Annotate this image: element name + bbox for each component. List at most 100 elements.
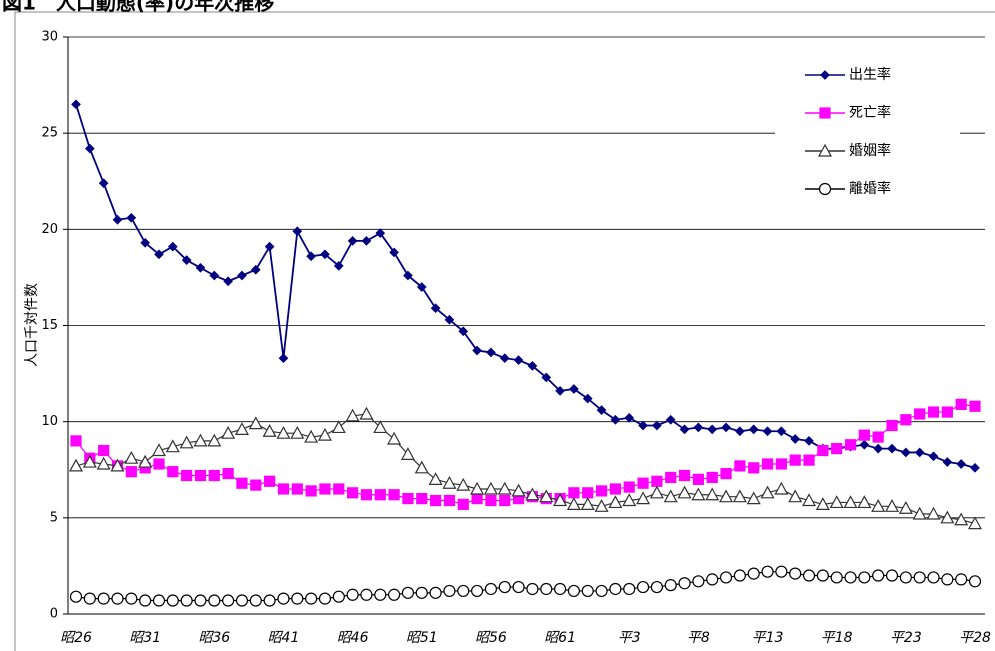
marker [748, 424, 759, 435]
marker [969, 400, 981, 412]
marker [622, 493, 637, 507]
marker [914, 447, 925, 458]
marker [180, 594, 193, 607]
marker [941, 573, 954, 586]
marker [664, 579, 677, 592]
marker [304, 429, 319, 443]
marker [553, 493, 568, 507]
marker [788, 489, 803, 503]
marker [886, 419, 898, 432]
marker [374, 588, 387, 601]
marker [775, 458, 787, 470]
marker [306, 251, 316, 262]
marker [789, 567, 802, 580]
marker [720, 467, 732, 480]
marker [748, 462, 760, 474]
marker [483, 481, 498, 495]
marker [527, 361, 538, 371]
marker [594, 499, 609, 512]
marker [913, 571, 926, 584]
marker [235, 594, 249, 607]
marker [264, 475, 276, 487]
marker [443, 494, 456, 507]
marker [691, 487, 706, 501]
x-tick-label: 昭46 [337, 630, 369, 646]
marker [70, 435, 82, 447]
marker [804, 436, 814, 446]
marker [899, 571, 912, 584]
marker [167, 241, 178, 252]
marker [651, 475, 663, 487]
marker [347, 487, 359, 499]
marker [221, 425, 236, 439]
marker [776, 426, 787, 437]
marker [857, 495, 872, 509]
marker [649, 485, 664, 499]
marker [153, 458, 165, 470]
marker [347, 236, 358, 246]
marker [403, 270, 413, 281]
marker [305, 592, 318, 605]
marker [249, 594, 262, 607]
marker [320, 249, 330, 260]
marker [761, 565, 774, 578]
marker [541, 372, 552, 383]
marker [760, 485, 775, 499]
legend-label: 離婚率 [849, 180, 891, 197]
marker [124, 450, 139, 464]
marker [858, 571, 871, 584]
marker [707, 424, 718, 435]
marker [705, 487, 720, 501]
marker [887, 443, 897, 454]
marker [817, 143, 833, 157]
marker [539, 489, 554, 503]
marker [636, 491, 651, 505]
marker [582, 487, 594, 499]
marker [678, 577, 691, 590]
marker [844, 571, 857, 584]
marker [277, 483, 290, 495]
legend-label: 死亡率 [849, 104, 891, 121]
marker [470, 584, 484, 598]
marker [112, 214, 123, 225]
marker [179, 435, 194, 449]
marker [706, 471, 718, 484]
x-tick-label: 平18 [821, 630, 853, 646]
marker [566, 497, 581, 510]
marker [970, 462, 980, 473]
marker [968, 575, 982, 588]
chart-frame [14, 11, 995, 651]
y-tick-label: 20 [41, 222, 58, 237]
marker [497, 481, 512, 495]
marker [388, 489, 400, 501]
marker [885, 499, 900, 512]
marker [443, 584, 456, 598]
marker [345, 408, 360, 422]
marker [693, 422, 704, 433]
marker [761, 458, 774, 470]
marker [96, 456, 111, 470]
marker [872, 569, 885, 582]
marker [234, 422, 249, 435]
marker [747, 567, 760, 580]
marker [609, 582, 622, 596]
x-tick-label: 平23 [890, 630, 922, 646]
marker [98, 444, 110, 457]
marker [68, 458, 84, 472]
marker [181, 469, 193, 482]
marker [623, 481, 635, 493]
marker [885, 569, 899, 582]
marker [926, 506, 941, 520]
marker [623, 582, 636, 596]
x-tick-label: 昭51 [406, 630, 438, 646]
marker [967, 516, 983, 530]
marker [815, 497, 830, 510]
marker [831, 442, 843, 455]
marker [333, 261, 344, 271]
marker [373, 420, 388, 434]
marker [414, 460, 429, 474]
marker [595, 584, 608, 598]
marker [290, 425, 305, 439]
marker [499, 353, 510, 364]
marker [471, 493, 483, 505]
